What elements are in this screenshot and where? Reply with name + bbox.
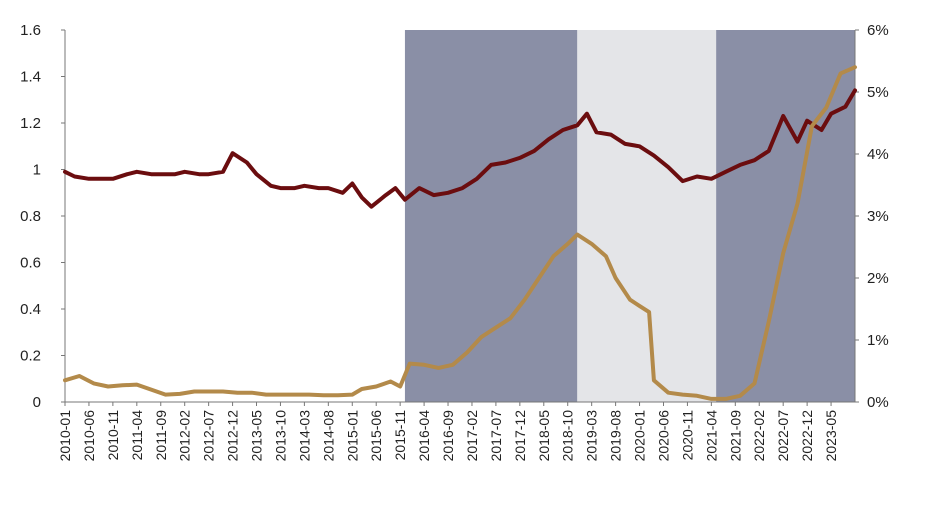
x-tick-label: 2012-02 [177, 410, 193, 462]
x-tick-label: 2022-02 [751, 410, 767, 462]
x-tick-label: 2020-01 [632, 410, 648, 462]
x-tick-label: 2014-08 [320, 410, 336, 462]
right-tick-label: 6% [867, 22, 889, 39]
left-tick-label: 1 [33, 162, 41, 179]
left-tick-label: 1.6 [20, 22, 41, 39]
right-tick-label: 2% [867, 270, 889, 287]
x-tick-label: 2017-07 [488, 410, 504, 462]
x-tick-label: 2014-03 [296, 410, 312, 462]
left-axis-tick-labels: 0 0.2 0.4 0.6 0.8 1 1.2 1.4 1.6 [20, 22, 41, 411]
x-tick-label: 2013-05 [249, 410, 265, 462]
shaded-period-0 [404, 30, 578, 402]
right-tick-label: 4% [867, 146, 889, 163]
x-tick-label: 2022-12 [799, 410, 815, 462]
left-tick-label: 0.6 [20, 255, 41, 272]
x-tick-label: 2017-02 [464, 410, 480, 462]
x-tick-label: 2020-11 [679, 410, 695, 461]
x-tick-label: 2016-09 [440, 410, 456, 462]
shaded-period-1 [577, 30, 717, 402]
left-tick-label: 1.4 [20, 69, 41, 86]
right-tick-label: 0% [867, 394, 889, 411]
x-tick-label: 2019-08 [608, 410, 624, 462]
x-tick-label: 2010-11 [105, 410, 121, 461]
x-tick-label: 2012-12 [225, 410, 241, 462]
x-tick-label: 2015-06 [368, 410, 384, 462]
x-tick-label: 2023-05 [823, 410, 839, 462]
x-tick-label: 2022-07 [775, 410, 791, 462]
x-tick-label: 2015-01 [344, 410, 360, 462]
x-tick-label: 2020-06 [655, 410, 671, 462]
right-tick-label: 1% [867, 332, 889, 349]
x-tick-label: 2021-09 [727, 410, 743, 462]
x-tick-label: 2018-10 [560, 410, 576, 462]
x-tick-label: 2018-05 [536, 410, 552, 462]
left-tick-label: 0 [33, 394, 41, 411]
x-tick-label: 2012-07 [201, 410, 217, 462]
left-tick-label: 0.8 [20, 208, 41, 225]
series-line-right-axis [63, 65, 857, 401]
x-tick-label: 2017-12 [512, 410, 528, 462]
x-tick-label: 2021-04 [703, 410, 719, 462]
x-tick-label: 2016-04 [416, 410, 432, 462]
right-axis-tick-labels: 0% 1% 2% 3% 4% 5% 6% [867, 22, 889, 411]
x-tick-label: 2019-03 [584, 410, 600, 462]
series-line-left-axis [63, 88, 857, 209]
x-tick-label: 2010-06 [81, 410, 97, 462]
left-tick-label: 1.2 [20, 115, 41, 132]
right-tick-label: 5% [867, 84, 889, 101]
series-lines [63, 65, 857, 401]
left-tick-label: 0.2 [20, 348, 41, 365]
right-tick-label: 3% [867, 208, 889, 225]
x-tick-label: 2011-09 [153, 410, 169, 461]
x-tick-label: 2013-10 [272, 410, 288, 462]
left-tick-label: 0.4 [20, 301, 41, 318]
x-axis-tick-labels: 2010-01 2010-06 2010-11 2011-04 2011-09 2012-… [57, 410, 839, 462]
x-tick-label: 2011-04 [129, 410, 145, 461]
shaded-periods [404, 30, 855, 402]
x-tick-label: 2010-01 [57, 410, 73, 462]
x-tick-label: 2015-11 [392, 410, 408, 461]
